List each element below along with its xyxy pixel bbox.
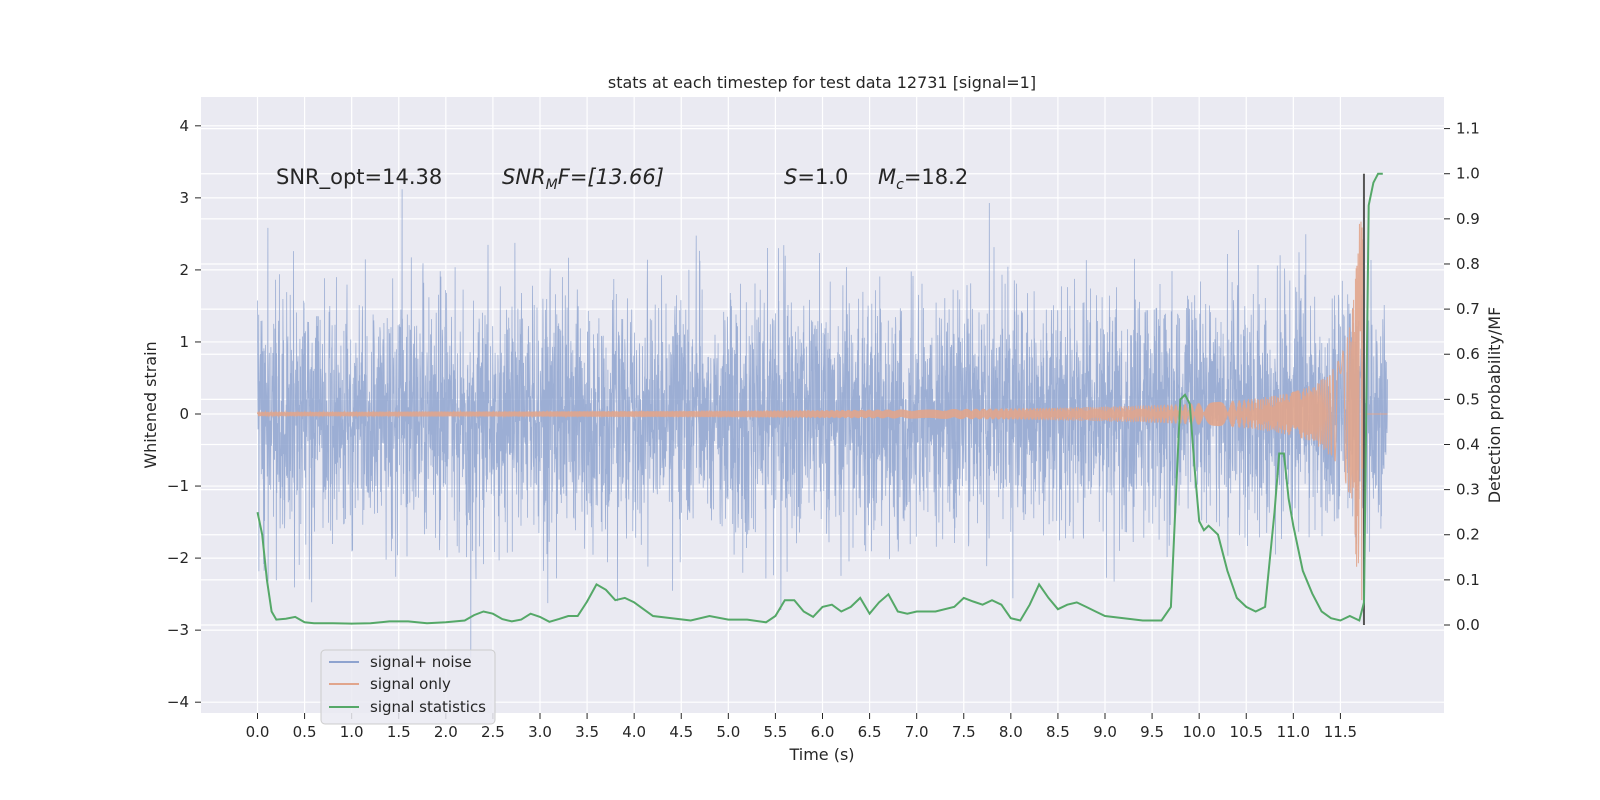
chart-title: stats at each timestep for test data 127…	[608, 73, 1036, 92]
annotation-snr-mf: SNRMF=[13.66]	[502, 165, 664, 193]
left-y-axis: 4 3 2 1 0 −1 −2 −3 −4	[167, 117, 201, 711]
x-tick-label: 9.0	[1093, 723, 1117, 741]
y2-tick-label: 1.0	[1456, 165, 1480, 183]
right-y-axis: 1.1 1.0 0.9 0.8 0.7 0.6 0.5 0.4 0.3 0.2 0.1 0.0	[1444, 120, 1480, 634]
y-tick-label: −1	[167, 477, 189, 495]
x-tick-label: 7.0	[905, 723, 929, 741]
y-tick-label: 1	[179, 333, 189, 351]
signal-only-line	[256, 221, 1388, 601]
x-tick-label: 6.5	[858, 723, 882, 741]
annotation-snr-opt: SNR_opt=14.38	[276, 165, 442, 190]
y-tick-label: −2	[167, 549, 189, 567]
mc-value: =18.2	[904, 165, 968, 189]
x-tick-label: 11.0	[1277, 723, 1310, 741]
x-tick-label: 4.0	[622, 723, 646, 741]
x-tick-label: 5.0	[716, 723, 740, 741]
annotation-s: S=1.0	[784, 165, 848, 189]
legend-label-signal-statistics: signal statistics	[370, 698, 486, 716]
y2-tick-label: 0.8	[1456, 255, 1480, 273]
x-tick-label: 0.5	[293, 723, 317, 741]
x-tick-label: 4.5	[669, 723, 693, 741]
y2-tick-label: 0.1	[1456, 571, 1480, 589]
mc-subscript: c	[896, 177, 904, 193]
y2-tick-label: 0.4	[1456, 435, 1480, 453]
x-tick-label: 2.5	[481, 723, 505, 741]
mc-symbol: M	[878, 165, 896, 189]
legend: signal+ noise signal only signal statist…	[320, 649, 496, 725]
y2-tick-label: 0.9	[1456, 210, 1480, 228]
x-axis: 0.0 0.5 1.0 1.5 2.0 2.5 3.0 3.5 4.0 4.5 5.0 5.5 6.0 6…	[246, 713, 1357, 741]
s-symbol: S	[784, 165, 797, 189]
x-tick-label: 11.5	[1324, 723, 1357, 741]
x-tick-label: 10.5	[1230, 723, 1263, 741]
y2-tick-label: 1.1	[1456, 120, 1480, 138]
y2-axis-label: Detection probability/MF	[1485, 307, 1504, 504]
y-tick-label: 4	[179, 117, 189, 135]
signal-statistics-series	[256, 172, 1383, 625]
y-axis-label: Whitened strain	[141, 341, 160, 468]
y2-tick-label: 0.3	[1456, 481, 1480, 499]
x-tick-label: 2.0	[434, 723, 458, 741]
y2-tick-label: 0.5	[1456, 390, 1480, 408]
x-tick-label: 0.0	[246, 723, 270, 741]
y2-tick-label: 0.6	[1456, 345, 1480, 363]
x-tick-label: 3.0	[528, 723, 552, 741]
x-tick-label: 3.5	[575, 723, 599, 741]
x-tick-label: 5.5	[763, 723, 787, 741]
x-tick-label: 1.0	[340, 723, 364, 741]
x-axis-label: Time (s)	[788, 745, 854, 764]
snr-mf-subscript: M	[546, 177, 558, 193]
x-tick-label: 8.5	[1046, 723, 1070, 741]
x-tick-label: 1.5	[387, 723, 411, 741]
x-tick-label: 9.5	[1140, 723, 1164, 741]
y-tick-label: 0	[179, 405, 189, 423]
x-tick-label: 10.0	[1182, 723, 1215, 741]
signal-only-series	[256, 221, 1388, 601]
annotation-mc: Mc=18.2	[878, 165, 968, 193]
y2-tick-label: 0.2	[1456, 526, 1480, 544]
y2-tick-label: 0.7	[1456, 300, 1480, 318]
signal-statistics-line	[256, 172, 1383, 625]
snr-mf-symbol: SNR	[502, 165, 546, 189]
x-tick-label: 7.5	[952, 723, 976, 741]
x-tick-label: 8.0	[999, 723, 1023, 741]
x-tick-label: 6.0	[811, 723, 835, 741]
legend-label-signal-noise: signal+ noise	[370, 653, 472, 671]
y2-tick-label: 0.0	[1456, 616, 1480, 634]
snr-mf-value: F=[13.66]	[558, 165, 664, 189]
y-tick-label: 3	[179, 189, 189, 207]
y-tick-label: 2	[179, 261, 189, 279]
legend-label-signal-only: signal only	[370, 675, 451, 693]
y-tick-label: −3	[167, 621, 189, 639]
s-value: =1.0	[797, 165, 848, 189]
y-tick-label: −4	[167, 693, 189, 711]
legend-box	[320, 649, 496, 725]
